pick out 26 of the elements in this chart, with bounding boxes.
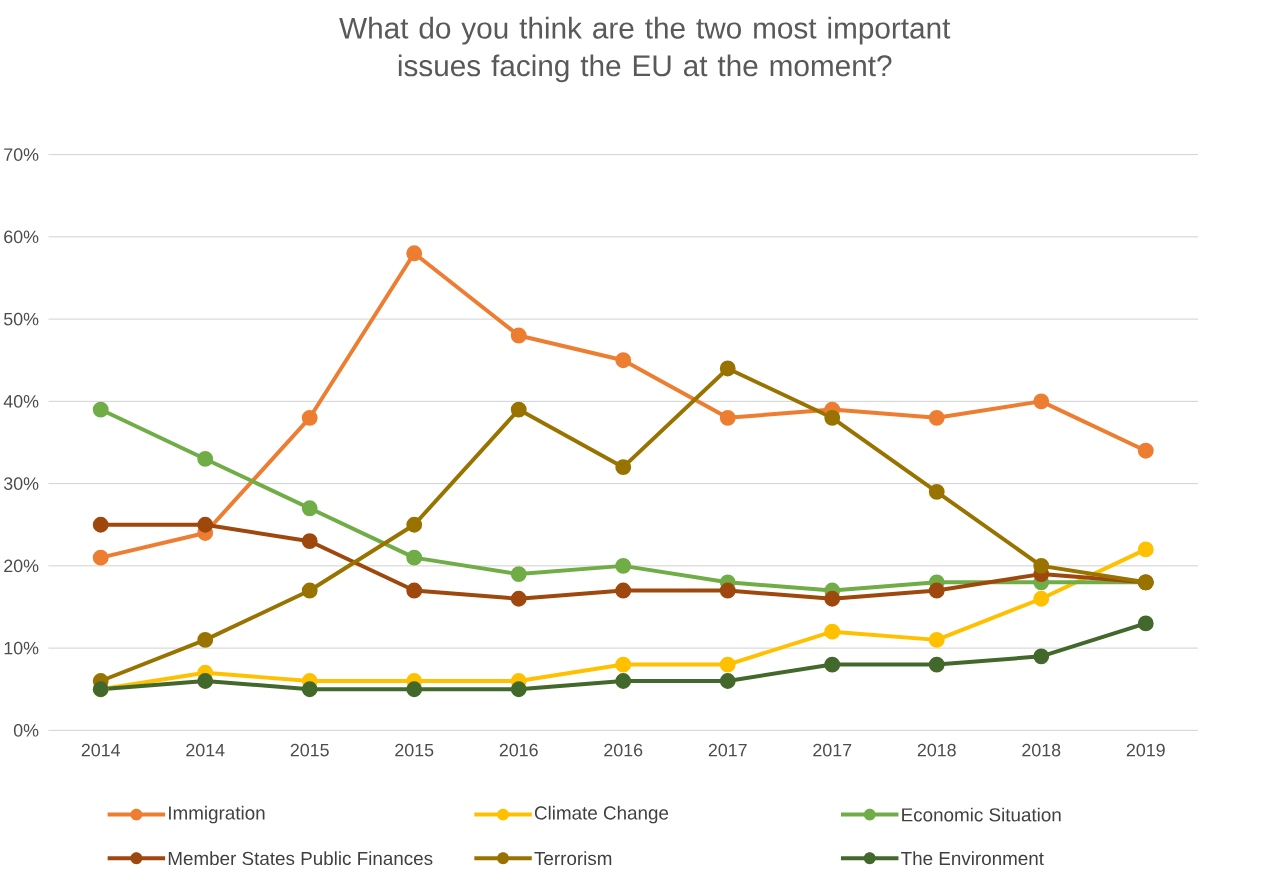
x-tick-label: 2017 [708,743,747,757]
x-tick-label: 2018 [1022,743,1061,757]
y-tick-label: 60% [4,230,39,244]
legend-label: The Environment [901,851,1044,866]
legend-label: Climate Change [534,805,669,824]
x-tick-label: 2016 [604,743,643,757]
x-tick-label: 2014 [186,743,225,757]
x-tick-label: 2016 [499,743,538,757]
legend-label: Member States Public Finances [168,851,433,866]
legend-label: Immigration [169,805,265,824]
x-tick-label: 2014 [81,743,121,757]
y-tick-label: 20% [4,559,39,573]
x-tick-label: 2018 [917,743,956,757]
legend-label: Economic Situation [902,807,1061,822]
x-tick-label: 2015 [395,743,434,757]
y-tick-label: 50% [4,312,39,326]
y-tick-label: 10% [4,641,39,655]
y-tick-label: 70% [4,148,39,161]
y-tick-label: 30% [3,477,39,490]
y-tick-label: 0% [13,724,39,737]
x-tick-label: 2015 [290,743,329,757]
x-tick-label: 2019 [1126,743,1165,757]
x-tick-label: 2017 [813,743,852,757]
legend-label: Terrorism [534,851,612,866]
chart-title: What do you think are the two most important issues facing the EU at the moment? [339,16,951,83]
y-tick-label: 40% [3,395,39,408]
